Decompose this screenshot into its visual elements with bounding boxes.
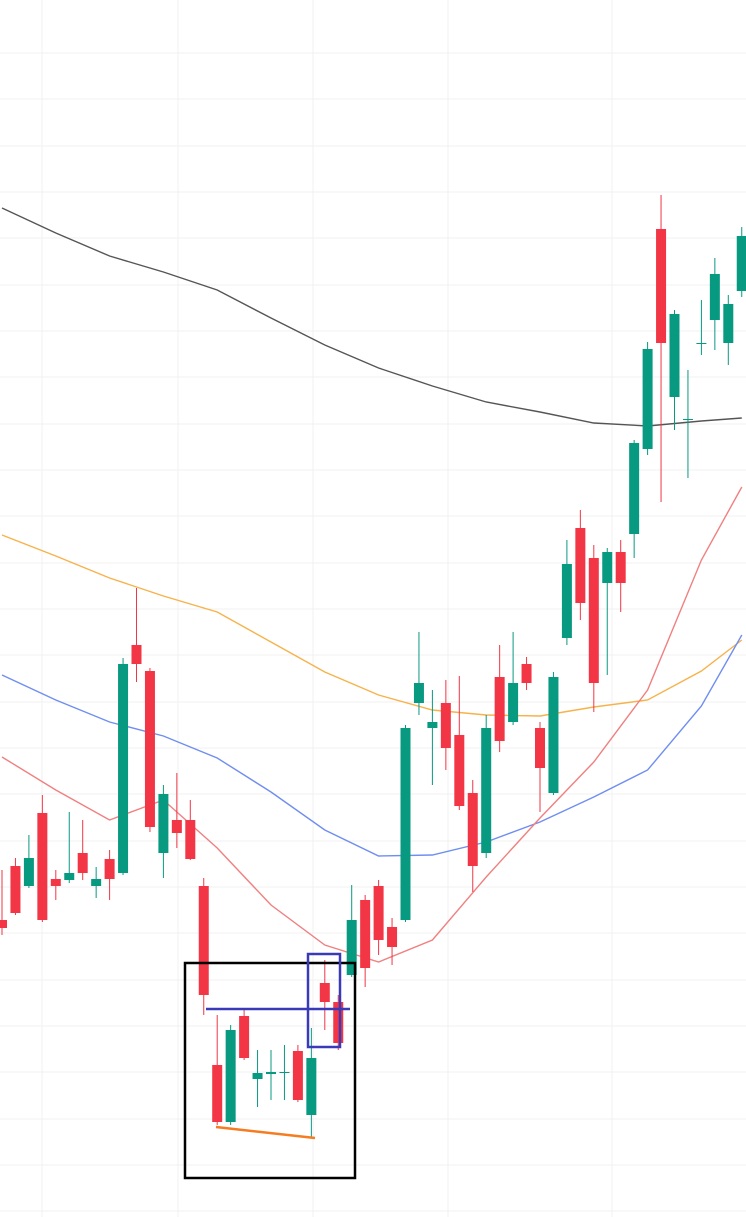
candle-body bbox=[696, 343, 707, 344]
candle-body bbox=[548, 677, 559, 793]
candle-body bbox=[440, 703, 451, 748]
candle-body bbox=[615, 552, 626, 583]
candle-body bbox=[50, 879, 61, 886]
annotations bbox=[183, 952, 357, 1180]
candle-body bbox=[656, 229, 667, 343]
candle-body bbox=[373, 886, 384, 940]
candle-body bbox=[535, 728, 545, 768]
candle-body bbox=[252, 1073, 263, 1079]
candle-body bbox=[736, 236, 746, 291]
trend-line bbox=[215, 1125, 316, 1140]
candle-body bbox=[292, 1051, 303, 1100]
candle-body bbox=[413, 683, 424, 703]
candle-body bbox=[629, 443, 640, 534]
candle-body bbox=[400, 728, 411, 920]
candle-body bbox=[171, 820, 182, 833]
candle-body bbox=[212, 1065, 223, 1122]
candle-body bbox=[467, 793, 478, 866]
candle-body bbox=[198, 886, 209, 995]
candle-body bbox=[494, 677, 505, 741]
candle-body bbox=[575, 528, 586, 603]
candle-body bbox=[481, 728, 492, 853]
candle-body bbox=[387, 927, 398, 947]
moving-averages bbox=[1, 207, 743, 963]
candle-body bbox=[454, 735, 465, 806]
candle-body bbox=[266, 1072, 276, 1074]
candle-body bbox=[602, 552, 613, 583]
candle-body bbox=[23, 858, 34, 886]
candle-body bbox=[64, 873, 75, 880]
grid bbox=[0, 52, 746, 1212]
moving-average-line bbox=[1, 534, 743, 717]
candle-body bbox=[508, 683, 519, 722]
candle-body bbox=[588, 558, 599, 683]
candle-body bbox=[682, 419, 693, 420]
box-annotation bbox=[183, 961, 357, 1180]
candle-body bbox=[306, 1058, 317, 1115]
candle-body bbox=[669, 314, 680, 397]
candle-body bbox=[319, 983, 330, 1002]
candle-body bbox=[279, 1072, 290, 1073]
candle-body bbox=[10, 866, 21, 913]
candle-body bbox=[158, 794, 169, 853]
candle-body bbox=[521, 664, 532, 683]
candle-body bbox=[0, 920, 7, 928]
candle-body bbox=[360, 900, 371, 968]
candle-body bbox=[144, 671, 155, 827]
candle-body bbox=[346, 920, 357, 975]
candle-body bbox=[239, 1016, 250, 1058]
box-annotation bbox=[306, 952, 342, 1049]
candle-body bbox=[185, 820, 196, 859]
candle-body bbox=[118, 664, 129, 873]
candle-body bbox=[723, 304, 734, 343]
candle-body bbox=[225, 1030, 236, 1122]
candles bbox=[0, 195, 746, 1138]
candle-body bbox=[77, 853, 88, 873]
candle-body bbox=[642, 349, 653, 449]
moving-average-line bbox=[1, 486, 743, 963]
moving-average-line bbox=[1, 634, 743, 857]
candle-body bbox=[37, 813, 48, 920]
candle-body bbox=[561, 564, 572, 638]
candle-body bbox=[131, 645, 142, 664]
candle-body bbox=[91, 879, 102, 886]
candle-body bbox=[104, 859, 115, 879]
candle-body bbox=[333, 1002, 344, 1043]
candle-body bbox=[427, 722, 438, 728]
moving-average-line bbox=[1, 207, 742, 427]
candle-body bbox=[709, 274, 720, 320]
